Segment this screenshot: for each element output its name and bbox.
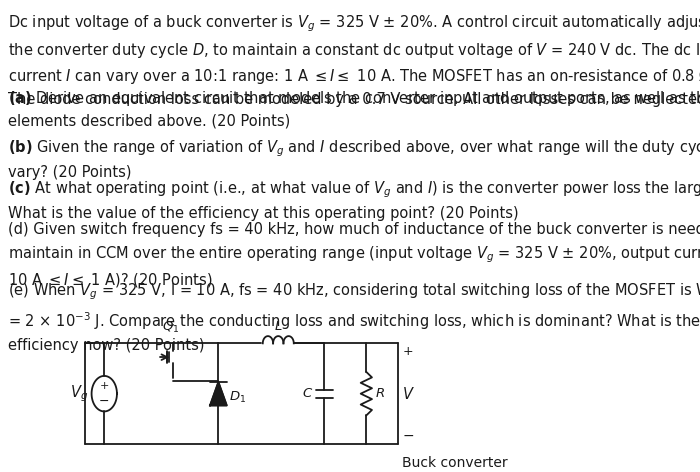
Text: $V$: $V$ <box>402 386 415 402</box>
Text: $Q_1$: $Q_1$ <box>162 320 179 336</box>
Text: $D_1$: $D_1$ <box>229 390 246 405</box>
Text: −: − <box>402 429 414 443</box>
Text: $V_g$: $V_g$ <box>70 383 88 404</box>
Text: $C$: $C$ <box>302 387 314 400</box>
Polygon shape <box>210 382 227 405</box>
Text: +: + <box>99 381 109 391</box>
Text: Dc input voltage of a buck converter is $V_g$ = 325 V $\pm$ 20%. A control circu: Dc input voltage of a buck converter is … <box>8 14 700 108</box>
Text: (d) Given switch frequency fs = 40 kHz, how much of inductance of the buck conve: (d) Given switch frequency fs = 40 kHz, … <box>8 222 700 289</box>
Text: (e) When $V_g$ = 325 V, I = 10 A, fs = 40 kHz, considering total switching loss : (e) When $V_g$ = 325 V, I = 10 A, fs = 4… <box>8 281 700 353</box>
Text: Buck converter: Buck converter <box>402 456 508 470</box>
Text: $\mathbf{(a)}$ Derive an equivalent circuit that models the converter input and : $\mathbf{(a)}$ Derive an equivalent circ… <box>8 89 700 129</box>
Text: $\mathbf{(c)}$ At what operating point (i.e., at what value of $V_g$ and $I$) is: $\mathbf{(c)}$ At what operating point (… <box>8 179 700 221</box>
Text: −: − <box>99 395 109 408</box>
Text: $L$: $L$ <box>274 320 283 334</box>
Text: $\mathbf{(b)}$ Given the range of variation of $V_g$ and $I$ described above, ov: $\mathbf{(b)}$ Given the range of variat… <box>8 138 700 180</box>
Text: $R$: $R$ <box>374 387 385 400</box>
Text: +: + <box>402 345 413 358</box>
